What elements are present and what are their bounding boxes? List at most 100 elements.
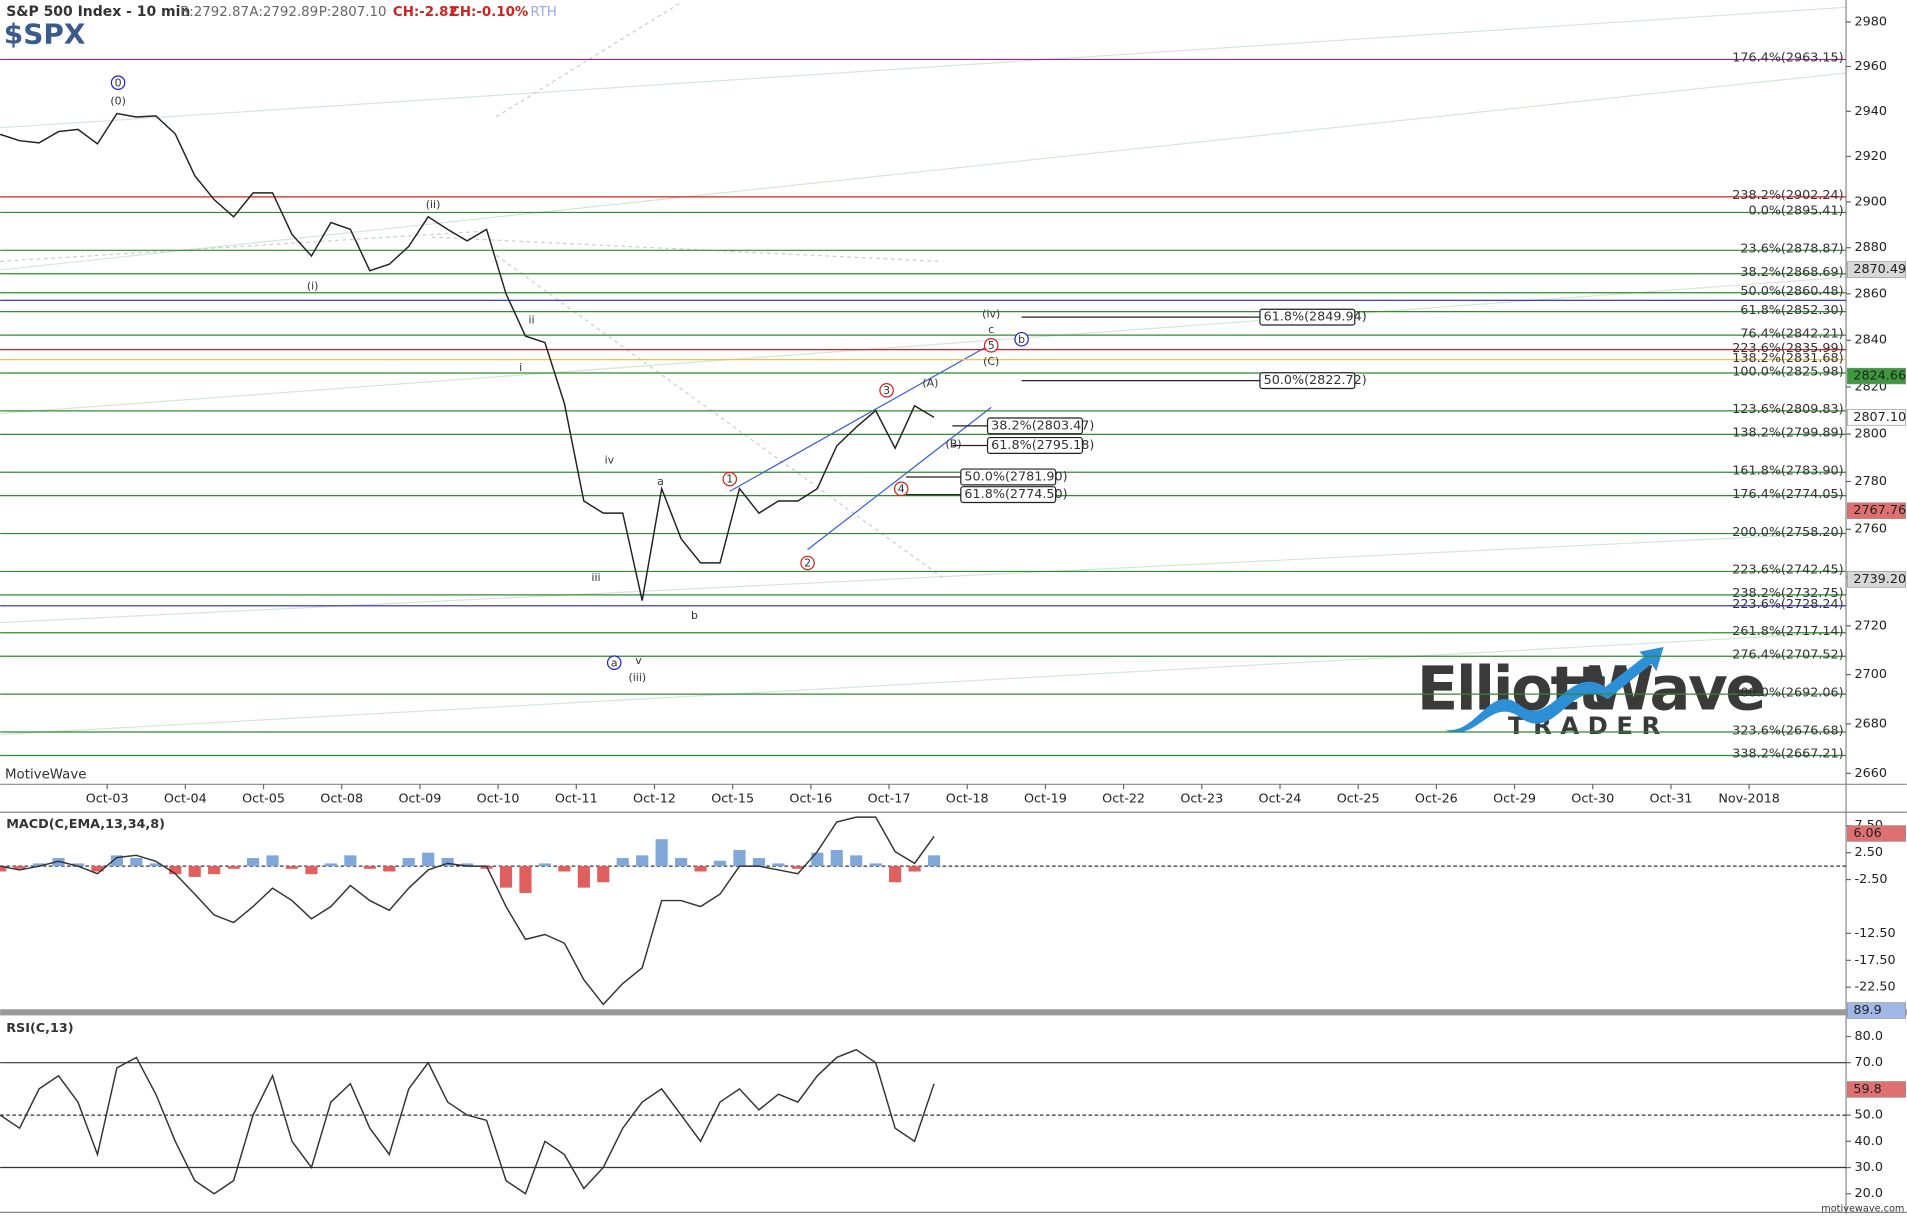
retracement-box <box>960 486 1057 504</box>
x-tick-label: Oct-29 <box>1493 791 1536 806</box>
price-tag <box>1846 409 1906 426</box>
fib-label: 0.0%(2895.41) <box>1749 204 1844 219</box>
fib-label: 161.8%(2783.90) <box>1732 463 1843 478</box>
trend-lines <box>0 6 1847 736</box>
price-tag-label: 59.8 <box>1853 1082 1881 1097</box>
fib-label: 50.0%(2860.48) <box>1740 284 1843 299</box>
histogram-bar <box>538 863 552 867</box>
wave-label: a <box>611 656 618 669</box>
histogram-bar <box>577 866 590 888</box>
fib-label: 23.6%(2878.87) <box>1740 242 1843 257</box>
y-tick-label: 20.0 <box>1855 1186 1883 1201</box>
retracement-box <box>960 468 1057 486</box>
price-tag-label: 2870.49 <box>1853 262 1906 277</box>
y-tick-label: 2840 <box>1855 333 1887 348</box>
y-tick-label: 2860 <box>1855 286 1887 301</box>
histogram-bar <box>655 839 668 867</box>
histogram-bar <box>52 858 65 867</box>
indicator-label: MACD(C,EMA,13,34,8) <box>6 817 165 832</box>
histogram-bar <box>266 855 279 867</box>
wave-label: b <box>691 609 698 622</box>
y-tick-label: 50.0 <box>1855 1108 1883 1123</box>
wave-label: iv <box>605 453 615 466</box>
fib-label: 223.6%(2728.24) <box>1732 597 1843 612</box>
histogram-bar <box>71 863 85 867</box>
histogram-bar <box>927 855 941 867</box>
fib-label: 300.0%(2692.06) <box>1732 685 1843 700</box>
wave-circle <box>1014 331 1029 347</box>
channel <box>729 343 992 551</box>
wave-label: i <box>519 361 522 374</box>
histogram-bar <box>791 866 804 869</box>
y-tick-label: 30.0 <box>1855 1160 1883 1175</box>
wave-circle <box>722 471 738 487</box>
histogram-bar <box>305 866 318 875</box>
wave-circle <box>983 338 999 353</box>
x-tick-label: Oct-25 <box>1337 791 1380 806</box>
fib-label: 238.2%(2732.75) <box>1732 586 1843 601</box>
histogram-bar <box>908 866 921 872</box>
y-tick-label: -12.50 <box>1855 926 1896 941</box>
fib-label: 176.4%(2774.05) <box>1732 487 1843 502</box>
wave-label: v <box>635 654 642 667</box>
retracement-label: 61.8%(2795.18) <box>991 438 1094 453</box>
x-tick-label: Oct-10 <box>477 791 520 806</box>
fib-label: 238.2%(2902.24) <box>1732 188 1843 203</box>
wave-label: (ii) <box>426 198 441 211</box>
wave-label: (iii) <box>629 671 647 684</box>
logo-swoosh <box>1444 646 1664 733</box>
histogram-bar <box>0 866 7 872</box>
histogram-bar <box>285 866 299 869</box>
x-tick-label: Oct-11 <box>555 791 598 806</box>
x-tick-label: Oct-23 <box>1180 791 1223 806</box>
histogram-bar <box>402 858 415 867</box>
wave-label: (A) <box>922 377 938 390</box>
y-tick-label: 2720 <box>1855 618 1887 633</box>
platform: MotiveWave <box>5 768 86 783</box>
fib-label: 323.6%(2676.68) <box>1732 723 1843 738</box>
dashed-lines <box>0 1 943 579</box>
y-tick-label: 2900 <box>1855 194 1887 209</box>
y-tick-label: 2700 <box>1855 667 1887 682</box>
histogram-bar <box>461 863 474 867</box>
fib-label: 61.8%(2852.30) <box>1740 303 1843 318</box>
line <box>0 1048 935 1195</box>
wave-label: 0 <box>115 76 122 89</box>
quote: A:2792.89 <box>249 5 318 20</box>
wave-circle <box>800 555 815 571</box>
line <box>0 816 935 1006</box>
wave-circle <box>893 481 909 497</box>
histogram-bar <box>499 866 513 888</box>
histogram-bar <box>869 863 882 867</box>
x-tick-label: Oct-19 <box>1024 791 1067 806</box>
histogram-bar <box>519 866 532 894</box>
x-tick-label: Oct-30 <box>1571 791 1614 806</box>
fib-label: 276.4%(2707.52) <box>1732 648 1843 663</box>
histogram-bar <box>636 855 649 867</box>
histogram-bar <box>91 866 104 872</box>
y-tick-label: -17.50 <box>1855 953 1896 968</box>
histogram-bar <box>811 852 824 867</box>
fib-label: 38.2%(2868.69) <box>1740 265 1843 280</box>
retracement-box <box>1259 308 1356 326</box>
x-tick-label: Oct-04 <box>164 791 207 806</box>
wave-label: 4 <box>898 482 905 495</box>
wave-label: 3 <box>883 384 890 397</box>
histogram-bar <box>13 866 26 869</box>
x-tick-label: Oct-12 <box>633 791 676 806</box>
histogram-bar <box>188 866 201 877</box>
symbol: $SPX <box>4 17 86 50</box>
y-tick-label: 2760 <box>1855 522 1887 537</box>
fib-label: 200.0%(2758.20) <box>1732 525 1843 540</box>
y-tick-label: 80.0 <box>1855 1029 1883 1044</box>
histogram-bar <box>713 860 727 867</box>
quote: P:2807.10 <box>319 5 387 20</box>
price-tag <box>1846 1081 1906 1098</box>
change: CH:-2.82 <box>393 5 458 20</box>
y-tick-label: 70.0 <box>1855 1055 1883 1070</box>
y-tick-label: -22.50 <box>1855 980 1896 995</box>
x-tick-label: Nov-2018 <box>1718 791 1780 806</box>
price-tag-label: 2807.10 <box>1853 410 1906 425</box>
wave-label: (i) <box>307 279 319 292</box>
